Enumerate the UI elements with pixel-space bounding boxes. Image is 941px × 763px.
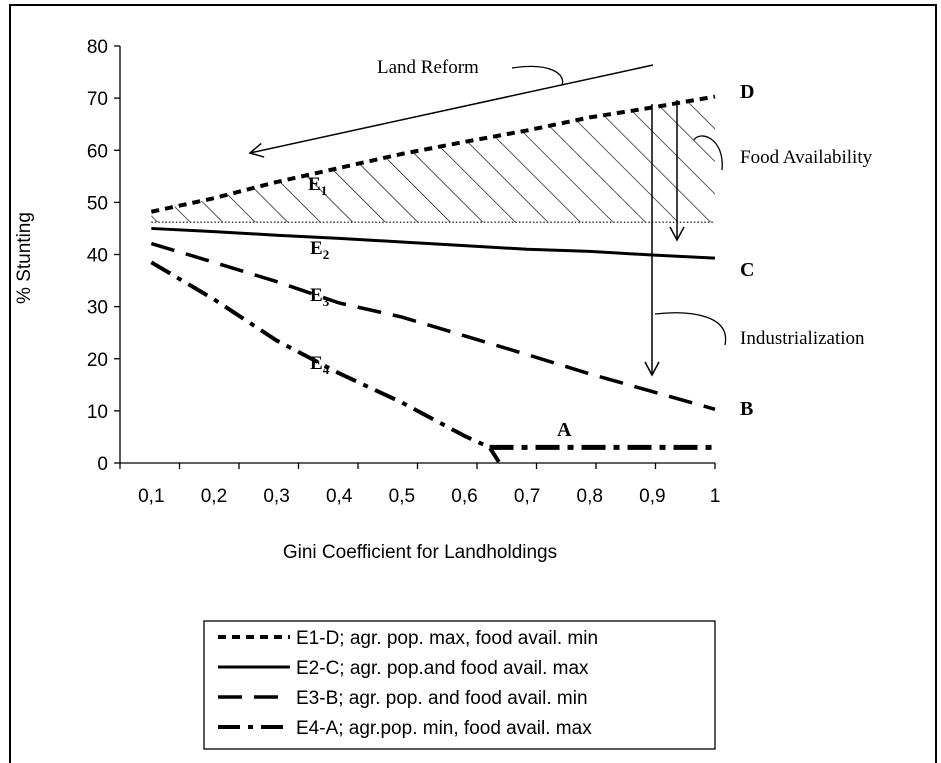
curve-label-e2: E2 (310, 238, 329, 262)
x-tick-label: 1 (710, 486, 721, 507)
land-reform-bracket (511, 65, 564, 86)
x-tick-label: 0,2 (201, 486, 227, 507)
series-line-1 (150, 94, 716, 214)
industrialization-bracket (654, 312, 727, 346)
food-availability-bracket (693, 135, 723, 171)
series-line-3 (150, 241, 716, 411)
y-tick-label: 10 (87, 402, 108, 423)
annotation-industrialization: Industrialization (740, 328, 865, 349)
x-tick-label: 0,3 (263, 486, 289, 507)
series-line-2 (151, 226, 716, 260)
land-reform-arrow (248, 64, 654, 158)
y-tick-label: 0 (97, 454, 108, 475)
end-label-d: D (740, 81, 754, 103)
legend-label-e3: E3-B; agr. pop. and food avail. min (296, 688, 588, 709)
y-tick-label: 60 (87, 141, 108, 162)
end-label-c: C (740, 259, 754, 281)
y-axis-title: % Stunting (14, 212, 35, 304)
x-tick-label: 0,7 (514, 486, 540, 507)
x-axis-title: Gini Coefficient for Landholdings (283, 542, 557, 563)
legend-label-e4: E4-A; agr.pop. min, food avail. max (296, 718, 592, 739)
annotation-land-reform: Land Reform (377, 57, 479, 78)
curve-label-e4: E4 (310, 353, 330, 377)
y-tick-label: 20 (87, 350, 108, 371)
legend-label-e2: E2-C; agr. pop.and food avail. max (296, 658, 589, 679)
y-tick-label: 80 (87, 37, 108, 58)
y-tick-label: 70 (87, 89, 108, 110)
legend-label-e1: E1-D; agr. pop. max, food avail. min (296, 628, 598, 649)
curve-label-e1: E1 (308, 174, 327, 198)
x-tick-label: 0,1 (138, 486, 164, 507)
y-tick-label: 30 (87, 298, 108, 319)
y-tick-label: 40 (87, 246, 108, 267)
chart-frame (9, 4, 937, 763)
legend: E1-D; agr. pop. max, food avail. min E2-… (203, 620, 716, 750)
x-tick-label: 0,6 (451, 486, 477, 507)
curve-label-e3: E3 (310, 285, 330, 309)
annotation-food-availability: Food Availability (740, 147, 873, 168)
x-tick-label: 0,9 (639, 486, 665, 507)
x-tick-label: 0,5 (389, 486, 415, 507)
end-label-a: A (557, 419, 572, 441)
end-label-b: B (740, 398, 753, 420)
x-tick-label: 0,8 (577, 486, 603, 507)
x-tick-label: 0,4 (326, 486, 353, 507)
y-tick-label: 50 (87, 193, 108, 214)
legend-box (203, 620, 716, 750)
hatched-region (151, 96, 715, 223)
